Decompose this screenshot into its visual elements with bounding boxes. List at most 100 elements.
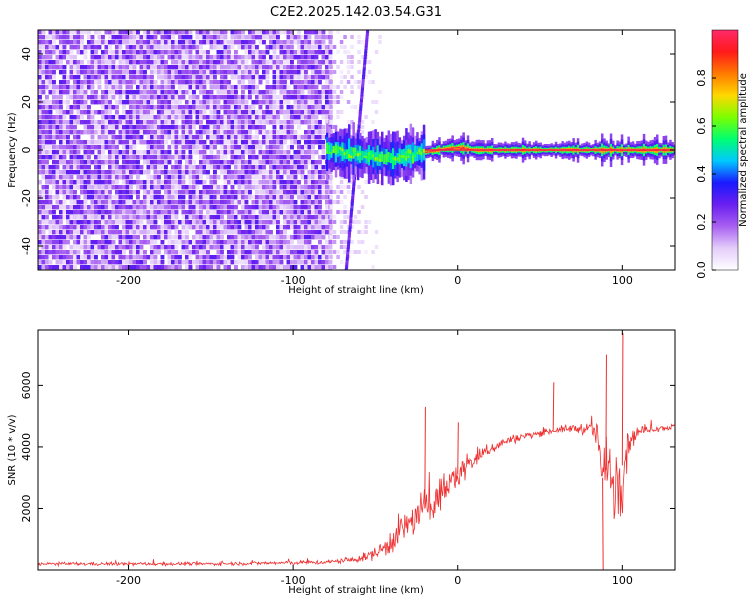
heatmap-cell: [55, 185, 60, 190]
heatmap-cell: [125, 260, 130, 265]
heatmap-cell: [122, 180, 126, 185]
heatmap-cell: [69, 115, 74, 120]
heatmap-cell: [286, 225, 291, 230]
heatmap-cell: [146, 115, 151, 120]
heatmap-cell: [146, 110, 151, 115]
heatmap-cell: [206, 40, 210, 45]
heatmap-cell: [279, 60, 284, 65]
heatmap-cell: [41, 215, 46, 220]
heatmap-cell: [62, 115, 67, 120]
heatmap-cell: [262, 165, 266, 170]
heatmap-cell: [129, 190, 133, 195]
spectrogram-x-tick-label: -200: [116, 274, 141, 287]
heatmap-cell: [329, 255, 333, 259]
heatmap-cell: [38, 150, 42, 155]
heatmap-cell: [108, 250, 112, 255]
heatmap-cell: [199, 145, 203, 150]
heatmap-cell: [45, 225, 49, 230]
heatmap-cell: [171, 260, 175, 265]
heatmap-cell: [192, 200, 196, 205]
heatmap-cell: [213, 160, 217, 165]
heatmap-cell: [297, 135, 301, 140]
heatmap-cell: [206, 145, 210, 150]
heatmap-cell: [108, 125, 112, 130]
heatmap-cell: [276, 250, 280, 255]
heatmap-cell: [283, 235, 287, 240]
heatmap-cell: [258, 90, 263, 95]
heatmap-cell: [125, 160, 130, 165]
heatmap-cell: [48, 235, 53, 240]
heatmap-cell: [255, 170, 259, 175]
heatmap-cell: [118, 255, 123, 260]
heatmap-cell: [227, 255, 231, 260]
heatmap-cell: [69, 85, 74, 90]
heatmap-cell: [192, 250, 196, 255]
heatmap-cell: [269, 170, 273, 175]
heatmap-cell: [132, 265, 137, 270]
heatmap-cell: [83, 160, 88, 165]
heatmap-cell: [76, 235, 81, 240]
heatmap-cell: [244, 35, 249, 40]
spectrogram-x-tick-label: -100: [281, 274, 306, 287]
heatmap-cell: [185, 165, 189, 170]
heatmap-cell: [181, 140, 186, 145]
heatmap-cell: [136, 185, 140, 190]
heatmap-cell: [129, 145, 133, 150]
heatmap-cell: [55, 35, 60, 40]
heatmap-cell: [206, 60, 210, 65]
heatmap-cell: [339, 75, 344, 79]
heatmap-cell: [143, 185, 147, 190]
carrier-cell: [363, 155, 366, 158]
heatmap-cell: [241, 150, 245, 155]
heatmap-cell: [237, 100, 242, 105]
heatmap-cell: [311, 155, 315, 160]
heatmap-cell: [300, 55, 305, 60]
heatmap-cell: [188, 245, 193, 250]
heatmap-cell: [129, 225, 133, 230]
heatmap-cell: [125, 120, 130, 125]
heatmap-cell: [108, 215, 112, 220]
heatmap-cell: [90, 45, 95, 50]
heatmap-cell: [286, 220, 291, 225]
heatmap-cell: [80, 30, 84, 35]
heatmap-cell: [125, 225, 130, 230]
heatmap-cell: [87, 35, 91, 40]
carrier-cell: [383, 154, 386, 157]
heatmap-cell: [248, 65, 252, 70]
heatmap-cell: [174, 185, 179, 190]
heatmap-cell: [108, 220, 112, 225]
heatmap-cell: [244, 210, 249, 215]
heatmap-cell: [216, 30, 221, 35]
heatmap-cell: [125, 45, 130, 50]
heatmap-cell: [269, 110, 273, 115]
heatmap-cell: [188, 160, 193, 165]
heatmap-cell: [101, 225, 105, 230]
heatmap-cell: [300, 225, 305, 230]
heatmap-cell: [188, 125, 193, 130]
heatmap-cell: [213, 230, 217, 235]
heatmap-cell: [339, 240, 344, 244]
heatmap-cell: [66, 60, 70, 65]
heatmap-cell: [164, 60, 168, 65]
heatmap-cell: [227, 135, 231, 140]
heatmap-cell: [94, 230, 98, 235]
heatmap-cell: [290, 255, 294, 260]
heatmap-cell: [150, 205, 154, 210]
heatmap-cell: [269, 155, 273, 160]
heatmap-cell: [195, 115, 200, 120]
heatmap-cell: [244, 170, 249, 175]
heatmap-cell: [52, 95, 56, 100]
heatmap-cell: [62, 30, 67, 35]
heatmap-cell: [188, 55, 193, 60]
heatmap-cell: [328, 250, 333, 255]
heatmap-cell: [83, 140, 88, 145]
heatmap-cell: [104, 70, 109, 75]
heatmap-cell: [325, 110, 329, 115]
heatmap-cell: [174, 265, 179, 270]
heatmap-cell: [350, 35, 354, 39]
carrier-cell: [447, 148, 450, 150]
heatmap-cell: [209, 230, 214, 235]
snr-plot-area: [38, 330, 675, 570]
heatmap-cell: [174, 140, 179, 145]
